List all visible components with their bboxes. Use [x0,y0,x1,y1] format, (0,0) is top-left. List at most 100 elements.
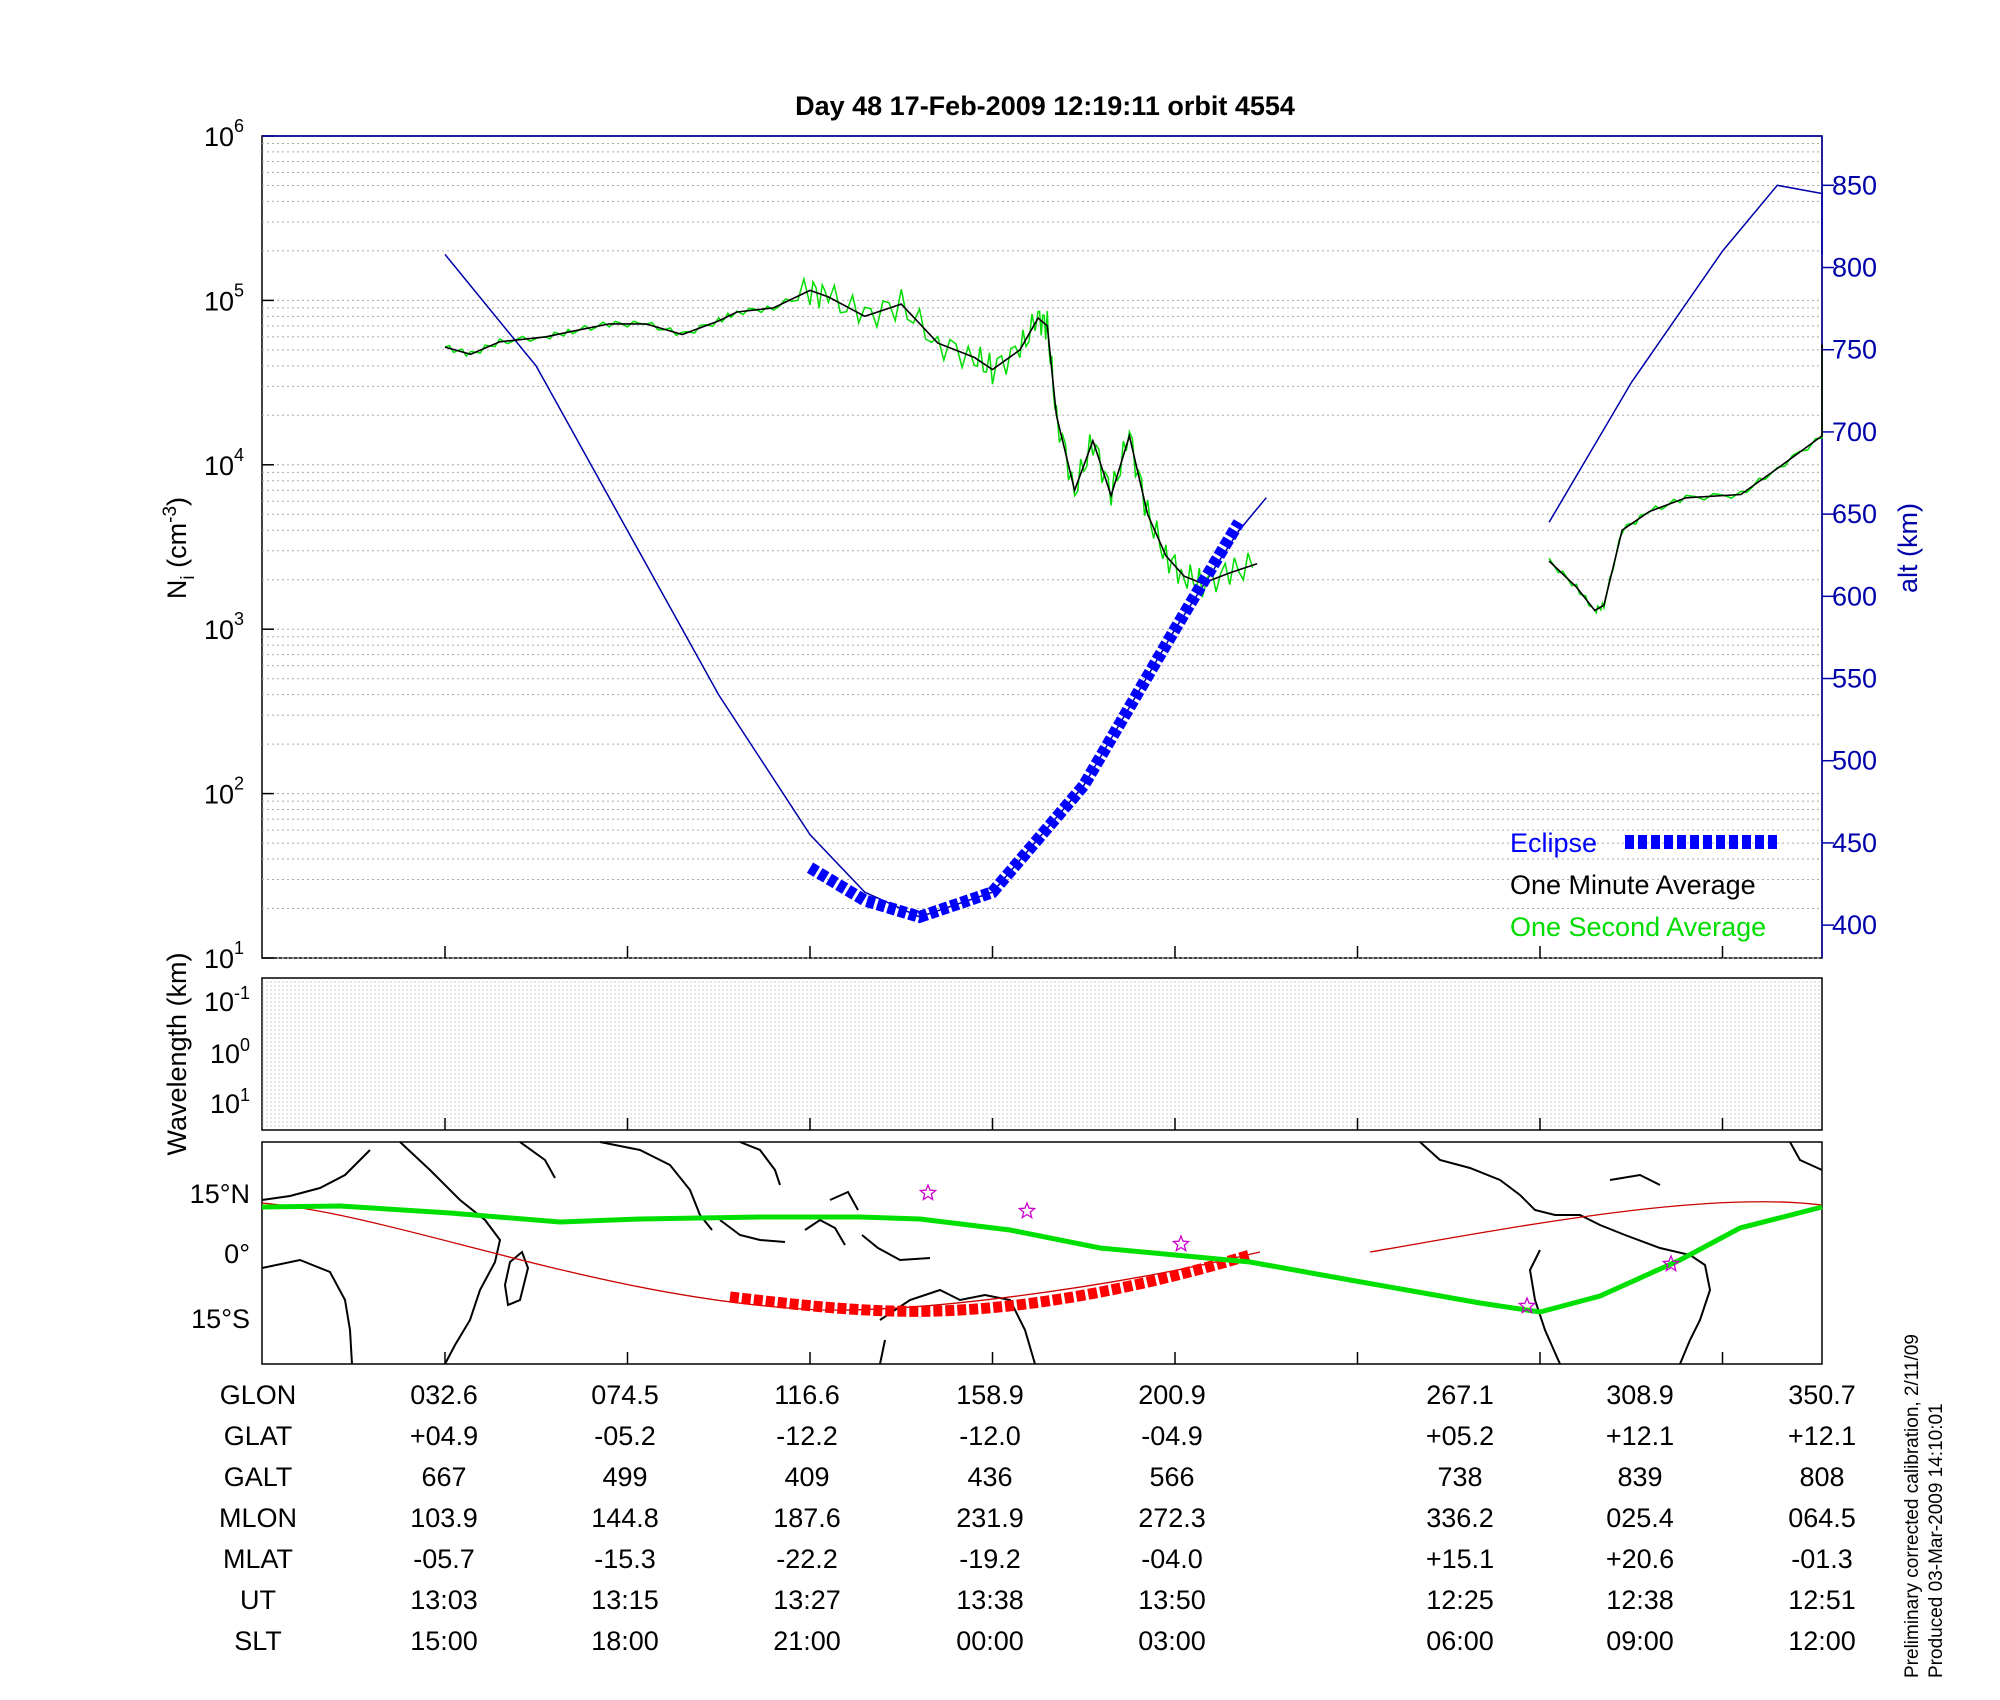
altitude-axis-label: alt (km) [1893,503,1923,593]
altitude-tick-label: 700 [1832,417,1877,447]
table-cell: 12:51 [1788,1585,1856,1615]
table-cell: 09:00 [1606,1626,1674,1656]
density-tick-label: 102 [204,774,244,810]
table-cell: 12:25 [1426,1585,1494,1615]
one-minute-line [1548,344,1823,612]
altitude-tick-label: 450 [1832,828,1877,858]
americas-coastline [1419,1141,1823,1365]
station-star-icon [918,1183,938,1201]
table-cell: 409 [784,1462,830,1492]
table-cell: 00:00 [956,1626,1024,1656]
australia-coastline [879,1288,1036,1365]
table-cell: 808 [1799,1462,1845,1492]
altitude-tick-label: 550 [1832,664,1877,694]
table-cell: -04.0 [1141,1544,1203,1574]
table-cell: 350.7 [1788,1380,1856,1410]
table-cell: +15.1 [1425,1544,1495,1574]
table-cell: 667 [421,1462,467,1492]
table-cell: -15.3 [594,1544,656,1574]
table-cell: -22.2 [776,1544,838,1574]
density-axes: 101 102 103 104 105 106 400 450 500 550 600 650 700 7… [204,116,1877,974]
table-cell: 738 [1437,1462,1483,1492]
wavelength-tick-label: 101 [210,1085,250,1119]
table-cell: 074.5 [591,1380,659,1410]
station-star-icon [1517,1296,1537,1314]
table-cell: -12.2 [776,1421,838,1451]
table-row-label: GLON [219,1380,297,1410]
table-cell: 15:00 [410,1626,478,1656]
table-cell: 272.3 [1138,1503,1206,1533]
altitude-tick-label: 650 [1832,499,1877,529]
table-cell: 21:00 [773,1626,841,1656]
density-axis-label: Ni (cm-3) [160,497,199,599]
calibration-note: Preliminary corrected calibration, 2/11/… [1902,1334,1923,1678]
table-cell: +20.6 [1605,1544,1675,1574]
coastlines [261,1141,1823,1365]
table-cell: 13:03 [410,1585,478,1615]
eclipse-track [729,1249,1252,1317]
density-tick-label: 101 [204,938,244,974]
altitude-tick-label: 800 [1832,253,1877,283]
legend-minute-label: One Minute Average [1510,870,1756,900]
produced-note: Produced 03-Mar-2009 14:10:01 [1926,1403,1947,1678]
density-tick-label: 106 [204,116,244,152]
orbit-parameters-table: GLON 032.6 074.5 116.6 158.9 200.9 267.1 308.9 3… [0,1380,2000,1660]
table-cell: 032.6 [410,1380,478,1410]
wavelength-axis-label: Wavelength (km) [162,952,192,1155]
wavelength-tick-label: 10-1 [204,983,250,1017]
one-second-line [444,276,1254,598]
table-cell: -05.2 [594,1421,656,1451]
table-cell: 12:38 [1606,1585,1674,1615]
table-cell: 12:00 [1788,1626,1856,1656]
altitude-tick-label: 600 [1832,581,1877,611]
table-cell: 103.9 [410,1503,478,1533]
table-cell: 06:00 [1426,1626,1494,1656]
table-cell: 116.6 [774,1380,840,1410]
eclipse-line [806,519,1245,924]
table-row-label: MLAT [222,1544,294,1574]
table-row-label: GLAT [223,1421,293,1451]
wavelength-tick-label: 100 [210,1035,250,1069]
map-tick-label: 0° [224,1239,250,1269]
wavelength-grid [262,981,1822,1130]
density-tick-label: 105 [204,280,244,316]
altitude-tick-label: 850 [1832,170,1877,200]
table-cell: 144.8 [591,1503,659,1533]
station-star-icon [1017,1201,1037,1219]
density-series [444,184,1823,924]
map-tick-label: 15°S [191,1304,250,1334]
table-cell: +05.2 [1425,1421,1495,1451]
table-cell: -04.9 [1141,1421,1203,1451]
table-cell: 336.2 [1426,1503,1494,1533]
southeast-asia-coastline [719,1190,931,1262]
table-cell: 436 [967,1462,1013,1492]
table-cell: -05.7 [413,1544,475,1574]
ground-track [261,1203,1823,1315]
table-cell: 839 [1617,1462,1663,1492]
one-minute-line [444,289,1258,585]
table-cell: 566 [1149,1462,1195,1492]
table-cell: -12.0 [959,1421,1021,1451]
table-cell: +12.1 [1787,1421,1857,1451]
legend: Eclipse One Minute Average One Second Av… [1510,828,1778,942]
africa-coastline [261,1141,502,1365]
table-cell: 13:15 [591,1585,659,1615]
table-cell: +04.9 [409,1421,479,1451]
legend-eclipse-label: Eclipse [1510,828,1597,858]
table-cell: 13:38 [956,1585,1024,1615]
table-row-label: UT [240,1585,276,1615]
station-star-icon [1661,1254,1681,1272]
density-tick-label: 103 [204,609,244,645]
table-row-label: MLON [218,1503,298,1533]
altitude-tick-label: 750 [1832,335,1877,365]
density-tick-label: 104 [204,445,244,481]
table-cell: 18:00 [591,1626,659,1656]
altitude-line [1548,184,1823,523]
table-cell: -01.3 [1791,1544,1853,1574]
table-row-label: SLT [234,1626,282,1656]
madagascar-coastline [503,1250,530,1307]
table-cell: 13:27 [773,1585,841,1615]
station-star-icon [1171,1234,1191,1252]
table-cell: 025.4 [1606,1503,1674,1533]
